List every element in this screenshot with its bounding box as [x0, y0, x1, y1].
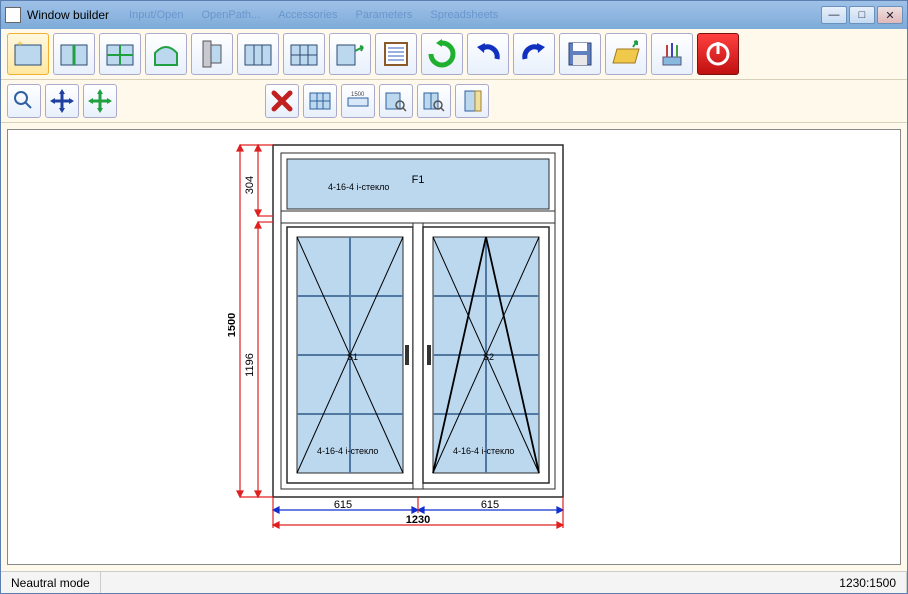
window-drawing: F1 4-16-4 i-стекло: [228, 140, 588, 535]
close-button[interactable]: ✕: [877, 6, 903, 24]
grid-tool-button[interactable]: [303, 84, 337, 118]
toolbar-spacer: [121, 84, 261, 118]
open-button[interactable]: [605, 33, 647, 75]
search-window-button[interactable]: [379, 84, 413, 118]
dimension-button[interactable]: 1500: [341, 84, 375, 118]
dim-h-outer: 1230: [406, 514, 430, 526]
grid6-button[interactable]: [283, 33, 325, 75]
zoom-button[interactable]: [7, 84, 41, 118]
dim-v-top: 304: [244, 176, 256, 194]
app-title: Window builder: [27, 8, 109, 22]
menu-item[interactable]: OpenPath...: [201, 9, 260, 21]
profile-button[interactable]: [191, 33, 233, 75]
grid2-button[interactable]: [237, 33, 279, 75]
main-toolbar: +: [1, 29, 907, 80]
split-h-button[interactable]: [53, 33, 95, 75]
status-mode: Neautral mode: [1, 572, 101, 593]
save-button[interactable]: [559, 33, 601, 75]
svg-text:1500: 1500: [351, 92, 365, 98]
brush-button[interactable]: [651, 33, 693, 75]
menu-item[interactable]: Spreadsheets: [430, 9, 498, 21]
app-icon: [5, 7, 21, 23]
handle-button[interactable]: [329, 33, 371, 75]
undo-button[interactable]: [467, 33, 509, 75]
window-controls: — □ ✕: [821, 6, 903, 24]
svg-text:+: +: [17, 39, 23, 50]
label-glass-left: 4-16-4 i-стекло: [317, 446, 378, 456]
label-s1: S1: [347, 352, 358, 362]
pan-button[interactable]: [45, 84, 79, 118]
menu-bar: Input/Open OpenPath... Accessories Param…: [129, 9, 821, 21]
refresh-button[interactable]: [421, 33, 463, 75]
maximize-button[interactable]: □: [849, 6, 875, 24]
search-grid-button[interactable]: [417, 84, 451, 118]
dim-v-outer: 1500: [228, 313, 238, 337]
minimize-button[interactable]: —: [821, 6, 847, 24]
titlebar: Window builder Input/Open OpenPath... Ac…: [1, 1, 907, 29]
status-bar: Neautral mode 1230:1500: [1, 571, 907, 593]
menu-item[interactable]: Accessories: [278, 9, 337, 21]
list-button[interactable]: [375, 33, 417, 75]
label-f1: F1: [412, 174, 425, 186]
label-glass-top: 4-16-4 i-стекло: [328, 182, 389, 192]
power-button[interactable]: [697, 33, 739, 75]
redo-button[interactable]: [513, 33, 555, 75]
door-button[interactable]: [455, 84, 489, 118]
dim-v-bot: 1196: [244, 353, 256, 377]
label-glass-right: 4-16-4 i-стекло: [453, 446, 514, 456]
menu-item[interactable]: Input/Open: [129, 9, 183, 21]
dim-h-left: 615: [334, 499, 352, 511]
label-s2: S2: [483, 352, 494, 362]
menu-item[interactable]: Parameters: [356, 9, 413, 21]
split-v-button[interactable]: [99, 33, 141, 75]
fit-button[interactable]: [83, 84, 117, 118]
canvas-area: F1 4-16-4 i-стекло: [1, 123, 907, 571]
secondary-toolbar: 1500: [1, 80, 907, 123]
dim-h-right: 615: [481, 499, 499, 511]
status-dims: 1230:1500: [829, 572, 907, 593]
arch-button[interactable]: [145, 33, 187, 75]
delete-button[interactable]: [265, 84, 299, 118]
new-window-button[interactable]: +: [7, 33, 49, 75]
drawing-canvas[interactable]: F1 4-16-4 i-стекло: [7, 129, 901, 565]
app-window: Window builder Input/Open OpenPath... Ac…: [0, 0, 908, 594]
